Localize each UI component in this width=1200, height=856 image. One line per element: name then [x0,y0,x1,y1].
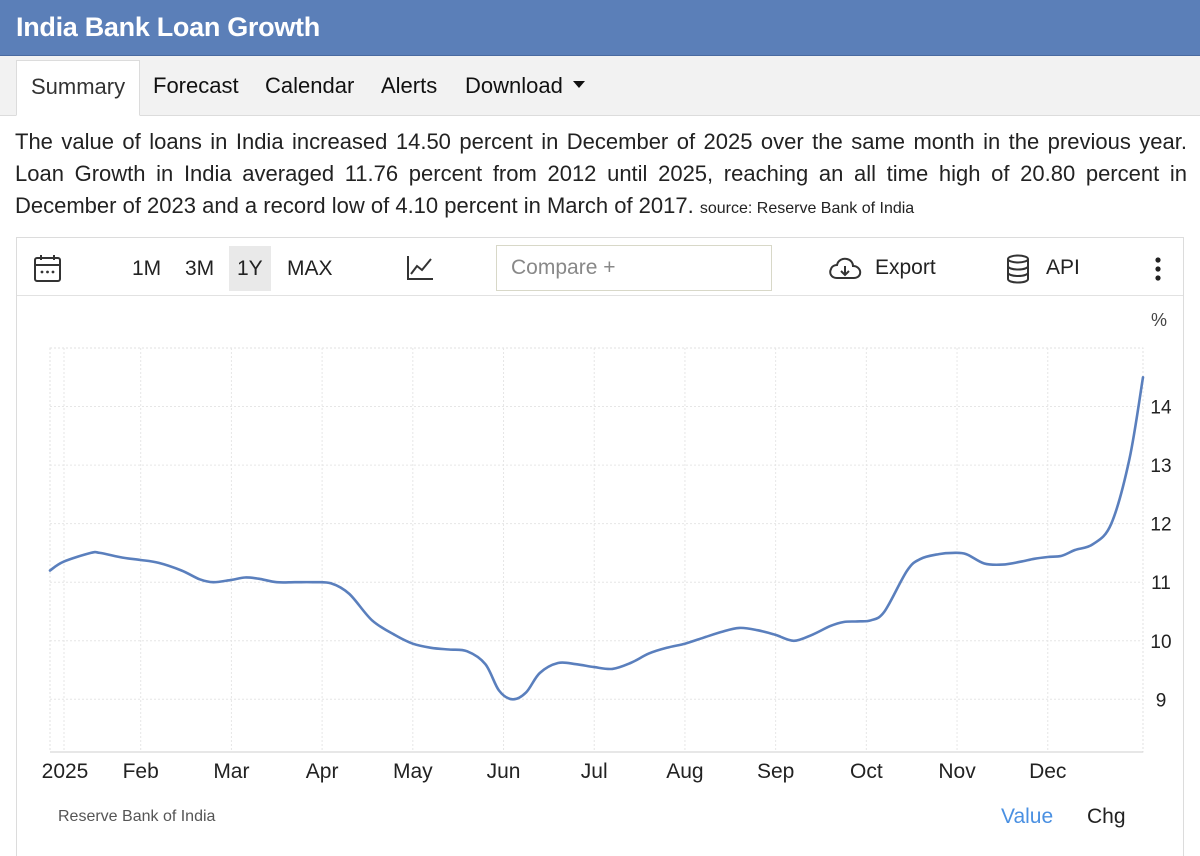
export-button[interactable]: Export [875,256,936,279]
x-tick-label: Jun [487,760,521,783]
y-tick-label: 11 [1151,573,1171,594]
x-tick-label: Sep [757,760,794,783]
value-toggle-button[interactable]: Value [1001,805,1054,828]
chart-source-label: Reserve Bank of India [58,808,216,825]
y-tick-label: 10 [1150,632,1171,653]
tab-alerts[interactable]: Alerts [381,73,438,98]
x-tick-label: May [393,760,433,783]
tab-calendar[interactable]: Calendar [265,73,355,98]
x-tick-label: Nov [938,760,976,783]
description-text: The value of loans in India increased 14… [15,129,1187,218]
chart-grid [49,347,1144,753]
y-tick-label: 12 [1150,515,1171,536]
line-chart-icon[interactable] [406,254,434,282]
tab-download[interactable]: Download [451,56,599,116]
description-source: source: Reserve Bank of India [699,200,915,217]
page-title: India Bank Loan Growth [16,12,320,42]
x-tick-label: Dec [1029,760,1066,783]
tab-bar: Summary Forecast Calendar Alerts Downloa… [0,56,1200,116]
series-line [48,376,1145,701]
database-icon[interactable] [1006,254,1030,284]
x-tick-label: Apr [306,760,339,783]
more-vertical-icon[interactable] [1153,256,1163,282]
x-tick-label: Mar [213,760,249,783]
chart-toolbar: 1M 3M 1Y MAX Compare + Export API [17,238,1183,296]
range-1m-button[interactable]: 1M [132,257,162,280]
x-tick-label: Oct [850,760,883,783]
x-tick-label: Jul [581,760,608,783]
summary-description: The value of loans in India increased 14… [15,126,1187,225]
x-tick-label: 2025 [42,760,89,783]
plot-frame [49,347,1144,753]
chg-toggle-button[interactable]: Chg [1087,805,1126,828]
y-tick-label: 9 [1156,690,1167,711]
x-tick-label: Feb [123,760,159,783]
y-axis: 9 10 11 12 13 14 [1150,398,1172,712]
y-tick-label: 13 [1150,456,1171,477]
x-axis: 2025 Feb Mar Apr May Jun Jul Aug Sep Oct Nov Dec [42,760,1067,783]
loan-growth-chart: 2025 Feb Mar Apr May Jun Jul Aug Sep Oct Nov Dec 9 1… [42,310,1172,783]
range-max-button[interactable]: MAX [287,257,333,280]
range-1y-button[interactable]: 1Y [229,246,271,291]
x-tick-label: Aug [666,760,703,783]
range-3m-button[interactable]: 3M [185,257,215,280]
y-tick-label: 14 [1150,398,1172,419]
calendar-icon[interactable] [33,254,63,284]
tab-summary[interactable]: Summary [16,60,141,116]
tab-forecast[interactable]: Forecast [153,73,239,98]
cloud-download-icon[interactable] [828,256,862,282]
compare-input[interactable]: Compare + [496,245,772,291]
api-button[interactable]: API [1046,256,1080,279]
y-unit-label: % [1151,310,1167,330]
app-header: India Bank Loan Growth [0,0,1200,56]
chart-container: 1M 3M 1Y MAX Compare + Export API Reserv… [16,237,1184,856]
tab-download-label: Download [465,73,563,98]
chevron-down-icon [572,80,585,88]
